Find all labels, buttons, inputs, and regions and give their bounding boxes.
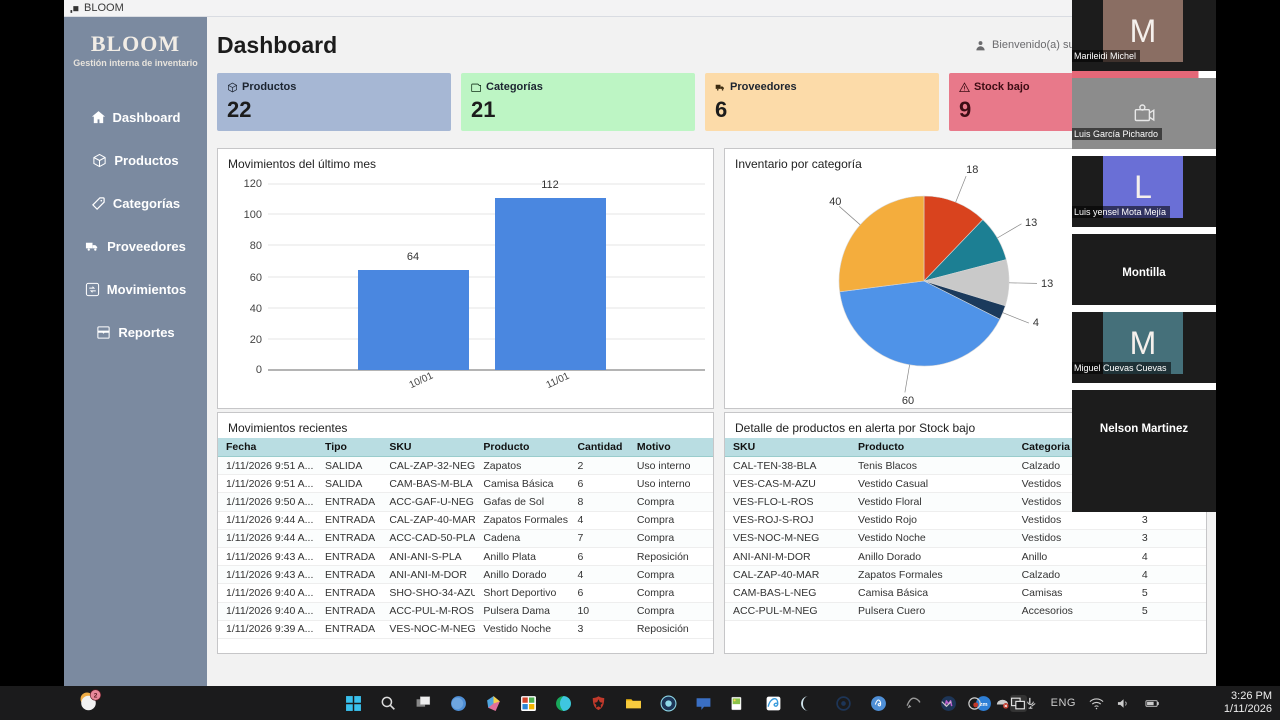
svg-text:10/01: 10/01 <box>408 370 436 391</box>
svg-text:4: 4 <box>1033 317 1039 329</box>
svg-text:0: 0 <box>256 364 262 376</box>
svg-text:80: 80 <box>250 240 262 252</box>
svg-text:60: 60 <box>902 395 914 407</box>
svg-text:60: 60 <box>250 272 262 284</box>
svg-text:120: 120 <box>244 178 262 190</box>
svg-text:40: 40 <box>250 303 262 315</box>
svg-text:18: 18 <box>966 164 978 176</box>
svg-text:112: 112 <box>541 179 559 191</box>
svg-text:40: 40 <box>829 196 841 208</box>
svg-text:13: 13 <box>1025 217 1037 229</box>
svg-text:100: 100 <box>244 209 262 221</box>
svg-text:13: 13 <box>1041 278 1053 290</box>
svg-text:20: 20 <box>250 334 262 346</box>
svg-text:11/01: 11/01 <box>545 371 572 391</box>
svg-text:64: 64 <box>407 251 419 263</box>
svg-text:2: 2 <box>94 693 98 700</box>
